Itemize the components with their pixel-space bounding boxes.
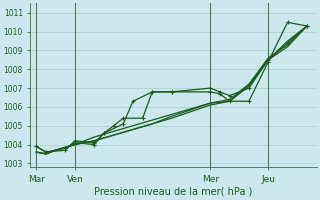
X-axis label: Pression niveau de la mer( hPa ): Pression niveau de la mer( hPa )	[94, 187, 253, 197]
